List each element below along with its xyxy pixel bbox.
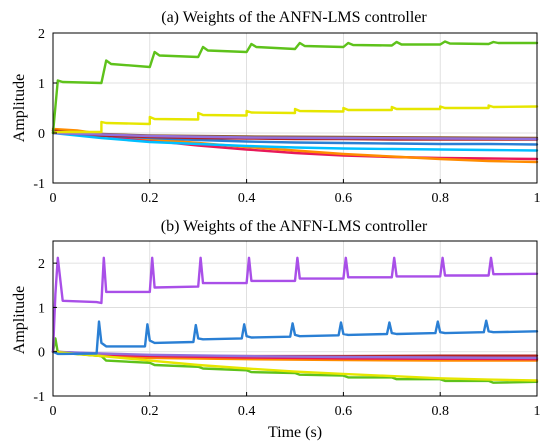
y-tick-label: 2	[38, 257, 45, 272]
y-tick-label: 0	[38, 346, 45, 361]
series-line	[51, 337, 539, 384]
series-group	[51, 40, 539, 164]
series-line	[51, 131, 539, 152]
x-tick-label: 0.2	[141, 404, 159, 419]
series-line	[51, 256, 539, 353]
x-tick-label: 1	[534, 191, 541, 206]
chart-title: (b) Weights of the ANFN-LMS controller	[161, 218, 428, 235]
x-axis: 0 0.2 0.4 0.6 0.8 1	[50, 392, 541, 419]
y-tick-label: -1	[33, 177, 45, 192]
y-tick-label: 0	[38, 127, 45, 142]
y-axis: 2 1 0 -1	[33, 257, 57, 405]
x-tick-label: 0.6	[335, 191, 353, 206]
y-axis-label: Amplitude	[11, 74, 28, 142]
chart-panel-a: (a) Weights of the ANFN-LMS controller 0…	[11, 9, 541, 206]
series-line	[51, 319, 539, 356]
plot-frame	[52, 240, 538, 397]
y-tick-label: -1	[33, 390, 45, 405]
x-axis-label: Time (s)	[268, 424, 322, 441]
plot-frame	[52, 32, 538, 184]
x-tick-label: 0.8	[431, 404, 449, 419]
series-line	[51, 350, 539, 382]
series-line	[51, 104, 539, 135]
chart-title: (a) Weights of the ANFN-LMS controller	[161, 9, 427, 26]
y-tick-label: 1	[38, 77, 45, 92]
x-tick-label: 0	[50, 404, 57, 419]
x-tick-label: 0.8	[431, 191, 449, 206]
series-line	[51, 350, 539, 360]
x-axis: 0 0.2 0.4 0.6 0.8 1	[50, 179, 541, 206]
y-tick-label: 2	[38, 27, 45, 42]
chart-panel-b: (b) Weights of the ANFN-LMS controller 0…	[11, 218, 541, 441]
x-tick-label: 0.2	[141, 191, 159, 206]
y-axis-label: Amplitude	[11, 286, 28, 354]
series-line	[51, 40, 539, 135]
series-line	[51, 131, 539, 141]
x-tick-label: 0.4	[238, 404, 256, 419]
x-tick-label: 1	[534, 404, 541, 419]
x-tick-label: 0.6	[335, 404, 353, 419]
y-tick-label: 1	[38, 301, 45, 316]
x-tick-label: 0	[50, 191, 57, 206]
x-tick-label: 0.4	[238, 191, 256, 206]
y-axis: 2 1 0 -1	[33, 27, 57, 192]
series-group	[51, 256, 539, 384]
